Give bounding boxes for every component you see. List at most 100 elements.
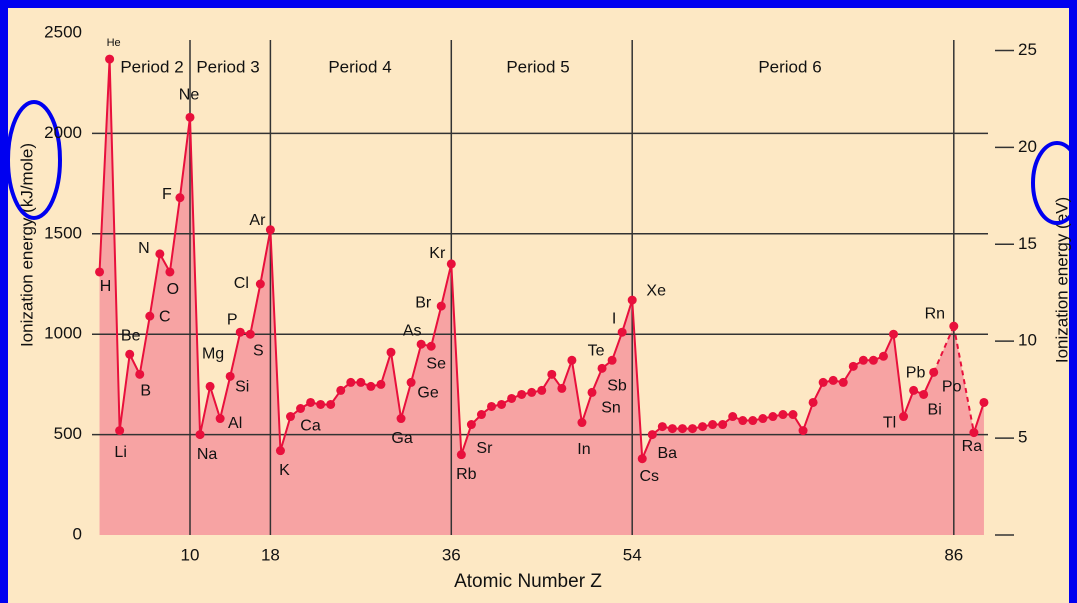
- element-label: P: [227, 311, 238, 328]
- x-tick-label: 54: [623, 545, 642, 564]
- data-point: [125, 349, 135, 359]
- y2-tick-label: 15: [1018, 234, 1037, 253]
- data-point: [386, 347, 396, 357]
- data-point: [818, 377, 828, 387]
- data-point: [115, 426, 125, 436]
- period-label: Period 6: [758, 57, 821, 76]
- element-label: Mg: [202, 346, 224, 363]
- data-point: [607, 355, 617, 365]
- data-point: [195, 430, 205, 440]
- data-point: [316, 399, 326, 409]
- element-label: Cs: [639, 468, 659, 485]
- y2-tick-label: 20: [1018, 137, 1037, 156]
- data-point: [175, 193, 185, 203]
- data-point: [878, 351, 888, 361]
- element-label: Te: [588, 343, 605, 360]
- element-label: N: [138, 240, 150, 257]
- element-label: Cl: [234, 275, 249, 292]
- data-point: [798, 426, 808, 436]
- element-label: Xe: [646, 282, 666, 299]
- element-label: Ne: [179, 87, 200, 104]
- y2-tick-label: 25: [1018, 40, 1037, 59]
- data-point: [708, 420, 718, 430]
- gap-bridge: [952, 325, 975, 433]
- element-label: Rn: [925, 305, 945, 322]
- element-label: Tl: [883, 415, 896, 432]
- y2-tick-label: 5: [1018, 428, 1027, 447]
- period-label: Period 3: [196, 57, 259, 76]
- data-point: [245, 329, 255, 339]
- x-tick-label: 86: [944, 545, 963, 564]
- data-point: [738, 416, 748, 426]
- element-label: Pb: [906, 365, 926, 382]
- element-label: S: [253, 342, 264, 359]
- period-label: Period 2: [120, 57, 183, 76]
- data-point: [326, 399, 336, 409]
- data-point: [145, 311, 155, 321]
- data-point: [919, 389, 929, 399]
- area-fill: [99, 59, 984, 535]
- y-tick-label: 1000: [44, 324, 82, 343]
- element-label: Kr: [429, 245, 446, 262]
- element-label: Ge: [417, 385, 438, 402]
- data-point: [889, 329, 898, 339]
- data-point: [748, 416, 758, 426]
- data-point: [396, 414, 406, 424]
- data-point: [155, 249, 165, 259]
- data-point: [507, 393, 517, 403]
- data-point: [466, 420, 476, 430]
- element-label: Ga: [391, 430, 412, 447]
- element-label: In: [577, 441, 590, 458]
- data-point: [698, 422, 708, 432]
- data-point: [436, 301, 446, 311]
- element-label: Br: [415, 294, 432, 311]
- data-point: [637, 454, 647, 464]
- data-point: [899, 412, 909, 422]
- data-point: [275, 446, 285, 456]
- data-point: [949, 321, 959, 331]
- element-label: Rb: [456, 466, 477, 483]
- data-point: [557, 383, 567, 393]
- data-point: [456, 450, 466, 460]
- data-point: [487, 401, 496, 411]
- element-label: As: [403, 322, 422, 339]
- y-tick-label: 2000: [44, 123, 82, 142]
- element-label: C: [159, 308, 171, 325]
- data-point: [547, 369, 557, 379]
- data-point: [868, 355, 878, 365]
- data-point: [95, 267, 105, 277]
- data-line: [972, 402, 985, 433]
- data-point: [627, 295, 637, 305]
- data-point: [356, 377, 366, 387]
- period-label: Period 5: [506, 57, 569, 76]
- data-point: [497, 399, 507, 409]
- x-axis-label: Atomic Number Z: [454, 571, 602, 592]
- data-point: [808, 397, 818, 407]
- y-tick-label: 2500: [44, 22, 82, 41]
- data-point: [667, 424, 677, 434]
- y2-axis-label: Ionization energy (eV): [1052, 197, 1071, 363]
- data-point: [235, 327, 245, 337]
- data-point: [587, 387, 597, 397]
- data-point: [215, 414, 225, 424]
- data-point: [828, 375, 838, 385]
- data-point: [657, 422, 667, 432]
- data-point: [788, 410, 798, 420]
- element-label: Sb: [607, 378, 627, 395]
- element-label: Be: [121, 327, 141, 344]
- data-point: [517, 389, 527, 399]
- element-label: O: [167, 281, 179, 298]
- data-point: [205, 381, 215, 391]
- data-point: [426, 341, 436, 351]
- highlight-ellipse: [6, 100, 62, 220]
- data-point: [848, 361, 858, 371]
- data-point: [718, 420, 728, 430]
- data-point: [366, 381, 376, 391]
- data-point: [376, 379, 386, 389]
- data-point: [296, 403, 306, 413]
- data-point: [537, 385, 547, 395]
- data-point: [476, 410, 486, 420]
- data-point: [858, 355, 868, 365]
- data-point: [728, 412, 738, 422]
